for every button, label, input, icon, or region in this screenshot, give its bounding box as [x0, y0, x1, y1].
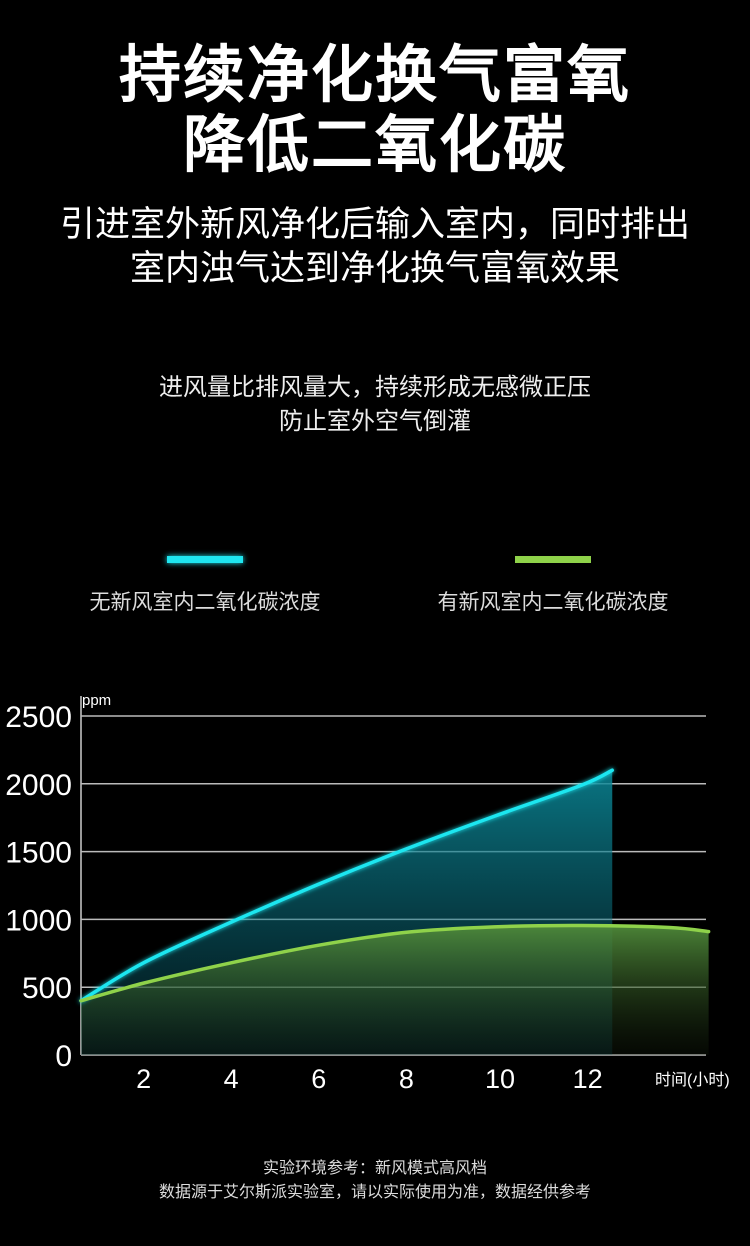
- y-tick-label: 1500: [5, 837, 72, 870]
- title-line-2: 降低二氧化碳: [182, 108, 567, 181]
- x-tick-label: 4: [224, 1064, 239, 1094]
- note-line-1: 进风量比排风量大，持续形成无感微正压: [159, 373, 591, 401]
- legend-swatch-fresh-air: [515, 556, 591, 563]
- x-tick-label: 6: [311, 1064, 326, 1094]
- legend-label-no-fresh-air: 无新风室内二氧化碳浓度: [89, 590, 321, 614]
- x-tick-label: 2: [136, 1064, 151, 1094]
- y-axis-label: ppm: [82, 692, 111, 709]
- legend-swatch-no-fresh-air: [167, 556, 243, 563]
- x-tick-label: 10: [485, 1064, 515, 1094]
- y-tick-label: 0: [55, 1040, 72, 1073]
- legend-label-fresh-air: 有新风室内二氧化碳浓度: [437, 590, 669, 614]
- x-tick-label: 8: [399, 1064, 414, 1094]
- series-area-1: [81, 925, 709, 1055]
- y-tick-label: 500: [22, 972, 72, 1005]
- subtitle-line-1: 引进室外新风净化后输入室内，同时排出: [59, 205, 690, 245]
- x-axis-label: 时间(小时): [655, 1071, 730, 1089]
- footer-line-1: 实验环境参考：新风模式高风档: [262, 1158, 487, 1177]
- y-tick-label: 2000: [5, 769, 72, 802]
- series-line-1: [79, 923, 711, 1003]
- x-tick-label: 12: [573, 1064, 603, 1094]
- subtitle-line-2: 室内浊气达到净化换气富氧效果: [129, 249, 620, 289]
- y-tick-label: 1000: [5, 904, 72, 937]
- title-line-1: 持续净化换气富氧: [118, 38, 631, 111]
- note-line-2: 防止室外空气倒灌: [279, 407, 471, 435]
- footer-line-2: 数据源于艾尔斯派实验室，请以实际使用为准，数据经供参考: [158, 1182, 591, 1201]
- series-line-0: [79, 768, 615, 1003]
- y-tick-label: 2500: [5, 701, 72, 734]
